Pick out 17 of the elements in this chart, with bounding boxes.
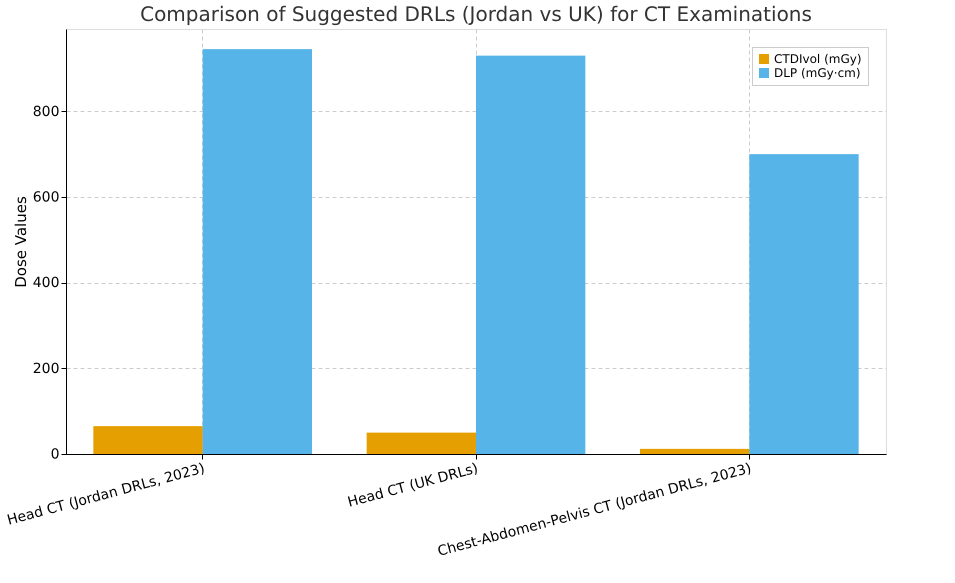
legend-label: CTDIvol (mGy) [774,52,862,66]
y-tick-label: 800 [32,104,60,120]
legend-label: DLP (mGy·cm) [774,66,861,80]
y-axis-title: Dose Values [12,196,30,288]
bar [366,432,476,454]
x-tick-label: Head CT (UK DRLs) [346,460,480,511]
chart-title: Comparison of Suggested DRLs (Jordan vs UK) for CT Examinations [140,2,812,26]
y-tick-label: 400 [32,275,60,292]
y-tick-label: 0 [50,446,60,462]
x-tick-label: Head CT (Jordan DRLs, 2023) [5,460,207,529]
bar [640,448,750,454]
bar [749,154,859,454]
bar [93,426,203,454]
bar [202,49,312,454]
bar [476,56,586,454]
y-tick-label: 200 [32,360,60,377]
y-tick-label: 600 [32,189,60,206]
